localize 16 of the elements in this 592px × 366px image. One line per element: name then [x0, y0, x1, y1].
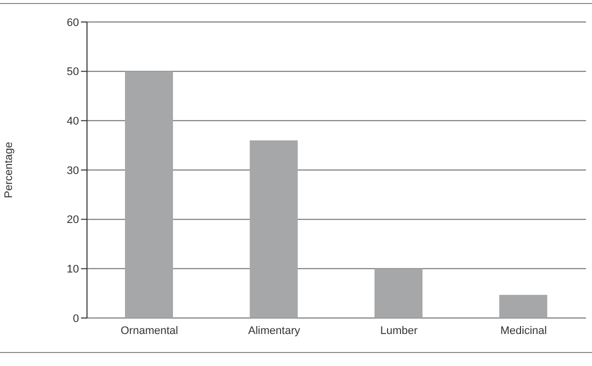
y-tick-label: 10 [66, 264, 79, 276]
bar [374, 268, 422, 318]
bar [499, 294, 548, 318]
y-tick-label: 0 [72, 312, 79, 325]
x-tick-label: Medicinal [500, 324, 547, 337]
y-tick-label: 50 [66, 66, 79, 78]
bar [250, 140, 298, 318]
y-tick-label: 20 [66, 214, 79, 226]
x-tick-label: Alimentary [248, 324, 301, 337]
y-tick-label: 30 [66, 164, 79, 177]
bar [125, 71, 173, 318]
y-axis-title: Percentage [2, 142, 15, 198]
x-tick-label: Ornamental [120, 324, 178, 337]
y-tick-label: 40 [66, 116, 79, 128]
y-tick-label: 60 [66, 16, 79, 29]
x-tick-label: Lumber [380, 324, 418, 337]
